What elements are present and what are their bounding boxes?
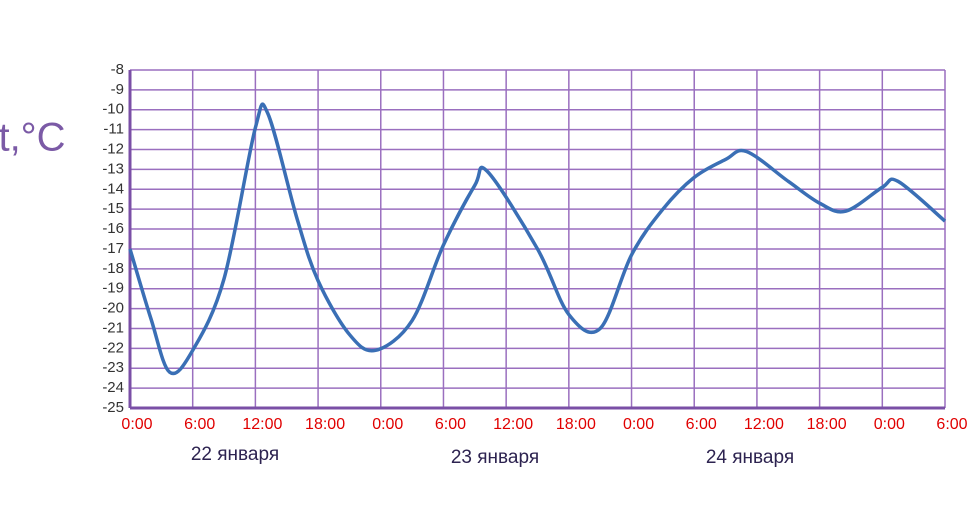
x-tick-label: 0:00	[372, 416, 403, 433]
x-tick-label: 12:00	[493, 416, 533, 433]
x-tick-label: 18:00	[305, 416, 345, 433]
y-tick-label: -25	[102, 399, 124, 416]
y-tick-label: -9	[111, 81, 124, 98]
x-tick-label: 6:00	[435, 416, 466, 433]
x-tick-label: 0:00	[121, 416, 152, 433]
y-tick-label: -11	[103, 121, 124, 138]
x-tick-label: 0:00	[874, 416, 905, 433]
x-tick-label: 18:00	[556, 416, 596, 433]
y-tick-label: -15	[102, 200, 124, 217]
y-tick-label: -23	[102, 359, 124, 376]
y-tick-label: -22	[102, 339, 124, 356]
x-tick-label: 12:00	[242, 416, 282, 433]
x-tick-label: 18:00	[807, 416, 847, 433]
x-tick-label: 0:00	[623, 416, 654, 433]
date-label: 24 января	[706, 447, 794, 468]
y-axis-label: t,°C	[0, 116, 66, 160]
x-tick-label: 12:00	[744, 416, 784, 433]
y-tick-label: -19	[102, 280, 124, 297]
y-tick-label: -13	[102, 160, 124, 177]
x-tick-label: 6:00	[686, 416, 717, 433]
y-tick-label: -21	[102, 319, 124, 336]
y-tick-label: -8	[111, 61, 124, 78]
y-tick-label: -24	[102, 379, 124, 396]
y-tick-label: -20	[102, 300, 124, 317]
y-tick-label: -18	[102, 260, 124, 277]
data-line	[128, 102, 947, 376]
y-tick-label: -17	[102, 240, 124, 257]
y-tick-label: -16	[102, 220, 124, 237]
y-tick-label: -10	[102, 101, 124, 118]
y-tick-label: -12	[102, 140, 124, 157]
x-tick-label: 6:00	[936, 416, 967, 433]
x-tick-label: 6:00	[184, 416, 215, 433]
date-label: 22 января	[191, 444, 279, 465]
date-label: 23 января	[451, 447, 539, 468]
y-tick-label: -14	[102, 180, 124, 197]
